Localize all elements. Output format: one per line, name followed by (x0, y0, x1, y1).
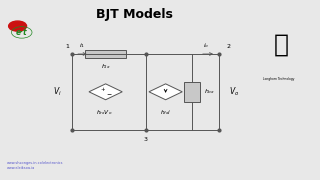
Text: Longhorn Technology: Longhorn Technology (263, 77, 294, 81)
Text: −: − (106, 91, 111, 96)
Text: $V_i$: $V_i$ (53, 86, 62, 98)
Text: $h_{ox}$: $h_{ox}$ (204, 87, 215, 96)
Text: 2: 2 (226, 44, 230, 49)
Text: www.shsonges.in.co/electronics: www.shsonges.in.co/electronics (6, 161, 63, 165)
Text: $h_{fx}i$: $h_{fx}i$ (160, 108, 171, 117)
Polygon shape (89, 84, 122, 100)
Text: $i_1$: $i_1$ (78, 41, 85, 50)
Text: 3: 3 (144, 137, 148, 142)
Text: e·t: e·t (16, 28, 28, 37)
Text: BJT Models: BJT Models (96, 8, 173, 21)
Text: 🐂: 🐂 (274, 33, 289, 57)
Text: $i_o$: $i_o$ (203, 41, 210, 50)
Text: $h_{rx}V_o$: $h_{rx}V_o$ (96, 108, 112, 117)
Polygon shape (149, 84, 182, 100)
Text: +: + (101, 87, 105, 92)
Circle shape (9, 21, 27, 31)
FancyBboxPatch shape (184, 82, 200, 102)
FancyBboxPatch shape (85, 50, 126, 58)
Text: www.eleiksoa.ia: www.eleiksoa.ia (6, 166, 35, 170)
Text: $V_o$: $V_o$ (229, 86, 240, 98)
Text: 1: 1 (65, 44, 69, 49)
Text: $h_{ix}$: $h_{ix}$ (101, 62, 110, 71)
